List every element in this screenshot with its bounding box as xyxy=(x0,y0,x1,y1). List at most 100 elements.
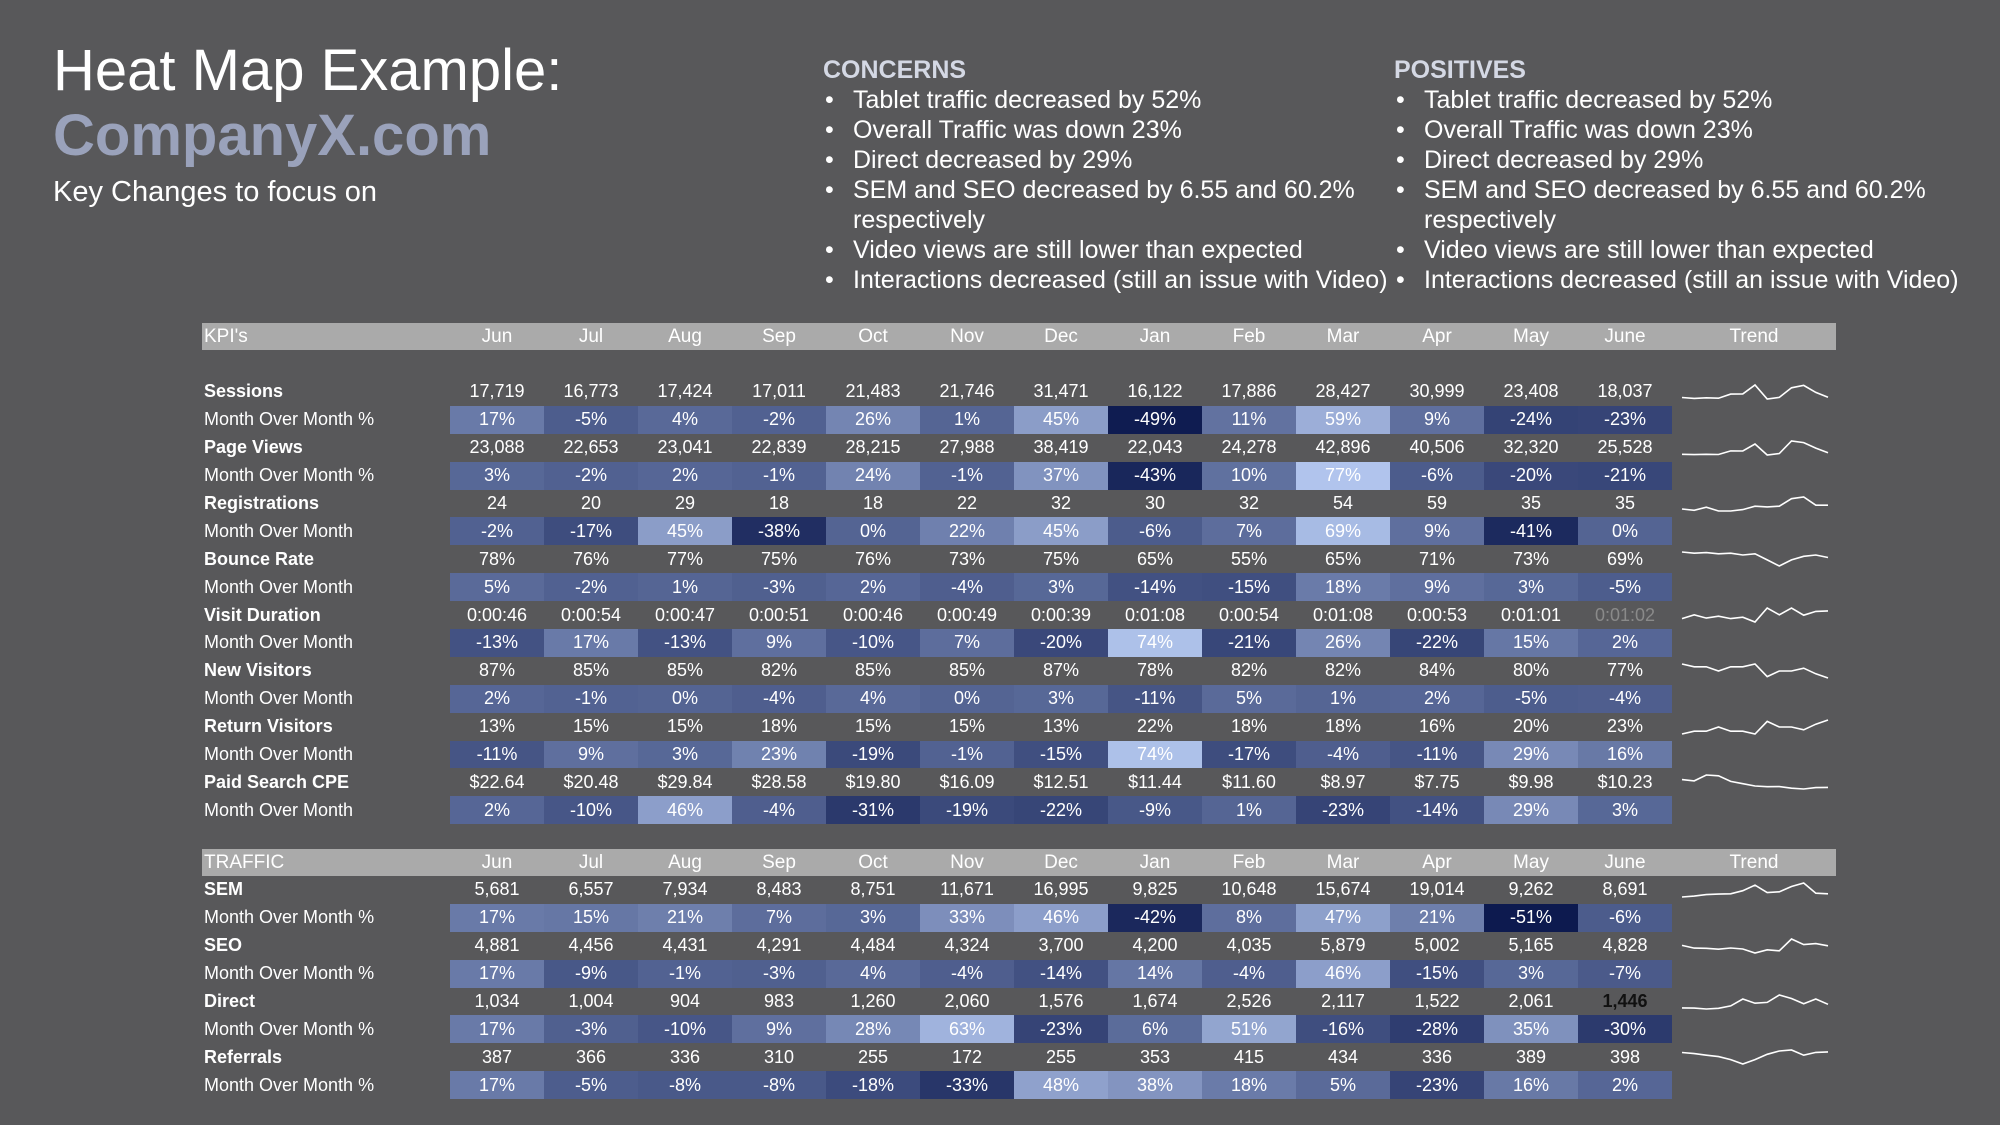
value-cell: 0:01:02 xyxy=(1594,604,1656,625)
value-cell: 13% xyxy=(1042,716,1080,737)
heat-cell: 5% xyxy=(450,573,544,602)
heat-cell: -51% xyxy=(1484,903,1578,932)
metric-row: Paid Search CPE $22.64 $20.48 $29.84 $28.58 $… xyxy=(202,768,1836,796)
column-header: Jul xyxy=(578,325,604,347)
value-cell: 35 xyxy=(1520,493,1542,513)
page-subtitle: Key Changes to focus on xyxy=(53,176,378,208)
heat-cell: -10% xyxy=(638,1015,732,1044)
value-cell: 87% xyxy=(1042,660,1080,681)
value-cell: 23,088 xyxy=(469,437,525,458)
value-cell: 0:01:08 xyxy=(1312,604,1374,625)
value-cell: 32,320 xyxy=(1503,437,1559,458)
heat-cell: -49% xyxy=(1108,405,1202,434)
value-cell: 75% xyxy=(760,548,798,569)
value-cell: 17,886 xyxy=(1221,381,1277,402)
heat-cell: -38% xyxy=(732,517,826,546)
heat-cell: -6% xyxy=(1108,517,1202,546)
value-cell: 19,014 xyxy=(1409,879,1465,900)
heat-cell: 4% xyxy=(826,684,920,713)
heat-cell: 45% xyxy=(638,517,732,546)
value-cell: 75% xyxy=(1042,548,1080,569)
heat-cell: -4% xyxy=(1296,740,1390,769)
heat-cell: 63% xyxy=(920,1015,1014,1044)
concern-item: Video views are still lower than expecte… xyxy=(823,235,1393,265)
trend-cell xyxy=(1672,741,1836,769)
heat-cell: -30% xyxy=(1578,1015,1672,1044)
heat-cell: -2% xyxy=(732,405,826,434)
value-cell: $19.80 xyxy=(845,771,901,792)
column-header: Nov xyxy=(950,851,984,873)
value-cell: 1,446 xyxy=(1602,991,1648,1011)
column-header: Feb xyxy=(1232,851,1266,873)
value-cell: 4,881 xyxy=(474,935,520,956)
value-cell: 17,424 xyxy=(657,381,713,402)
value-cell: 415 xyxy=(1233,1046,1265,1067)
heat-cell: 3% xyxy=(1484,959,1578,988)
value-cell: 20 xyxy=(580,493,602,513)
heat-cell: -20% xyxy=(1014,629,1108,657)
row-label: Month Over Month % xyxy=(204,409,375,430)
heat-cell: -17% xyxy=(1202,740,1296,769)
value-cell: 336 xyxy=(1421,1046,1453,1067)
value-cell: 255 xyxy=(1045,1046,1077,1067)
heat-cell: 26% xyxy=(826,405,920,434)
column-header: Aug xyxy=(668,851,702,873)
heat-cell: 9% xyxy=(1390,405,1484,434)
value-cell: 30,999 xyxy=(1409,381,1465,402)
trend-cell xyxy=(1672,960,1836,988)
value-cell: 16% xyxy=(1418,716,1456,737)
heat-cell: -13% xyxy=(638,629,732,657)
heat-cell: -33% xyxy=(920,1071,1014,1100)
value-cell: $10.23 xyxy=(1597,771,1653,792)
value-cell: 5,681 xyxy=(474,879,520,900)
value-cell: 0:00:47 xyxy=(654,604,716,625)
heat-cell: 46% xyxy=(1014,903,1108,932)
heat-cell: 74% xyxy=(1108,629,1202,657)
heat-cell: -15% xyxy=(1202,573,1296,602)
value-cell: 4,200 xyxy=(1132,935,1178,956)
heat-cell: 2% xyxy=(1390,684,1484,713)
value-cell: 9,262 xyxy=(1508,879,1554,900)
heat-cell: -8% xyxy=(732,1071,826,1100)
column-header: Jun xyxy=(481,851,513,873)
concern-item: SEM and SEO decreased by 6.55 and 60.2% … xyxy=(823,175,1393,235)
value-cell: 5,165 xyxy=(1508,935,1554,956)
heat-cell: -3% xyxy=(732,959,826,988)
trend-cell xyxy=(1672,796,1836,824)
heat-cell: -18% xyxy=(826,1071,920,1100)
trend-cell xyxy=(1672,434,1836,462)
column-header: Jun xyxy=(481,325,513,347)
value-cell: 1,004 xyxy=(568,991,614,1011)
heat-cell: 33% xyxy=(920,903,1014,932)
value-cell: 23,041 xyxy=(657,437,713,458)
section-title: TRAFFIC xyxy=(204,851,285,873)
value-cell: 4,431 xyxy=(662,935,708,956)
value-cell: 3,700 xyxy=(1038,935,1084,956)
heat-cell: -5% xyxy=(544,1071,638,1100)
value-cell: 85% xyxy=(854,660,892,681)
heat-cell: -43% xyxy=(1108,461,1202,490)
value-cell: $7.75 xyxy=(1414,771,1460,792)
heat-cell: 17% xyxy=(450,959,544,988)
heat-cell: 1% xyxy=(920,405,1014,434)
column-header: Aug xyxy=(668,325,702,347)
metric-row: SEO 4,881 4,456 4,431 4,291 4,484 4,324 3,700 4,… xyxy=(202,932,1836,960)
column-header: Apr xyxy=(1422,851,1452,873)
heat-cell: 38% xyxy=(1108,1071,1202,1100)
trend-cell xyxy=(1672,378,1836,406)
trend-line xyxy=(1681,439,1829,456)
row-label: Month Over Month % xyxy=(204,465,375,486)
value-cell: 24 xyxy=(486,493,508,513)
value-cell: $16.09 xyxy=(939,771,995,792)
trend-line xyxy=(1681,882,1829,898)
column-header: Nov xyxy=(950,325,984,347)
value-cell: 11,671 xyxy=(940,879,994,900)
section-spacer xyxy=(202,350,1836,378)
value-cell: 23% xyxy=(1606,716,1644,737)
value-cell: 82% xyxy=(1230,660,1268,681)
value-cell: 32 xyxy=(1238,493,1260,513)
row-label: Month Over Month % xyxy=(204,1074,375,1095)
heat-cell: 1% xyxy=(1202,796,1296,825)
value-cell: 85% xyxy=(948,660,986,681)
value-cell: 73% xyxy=(948,548,986,569)
